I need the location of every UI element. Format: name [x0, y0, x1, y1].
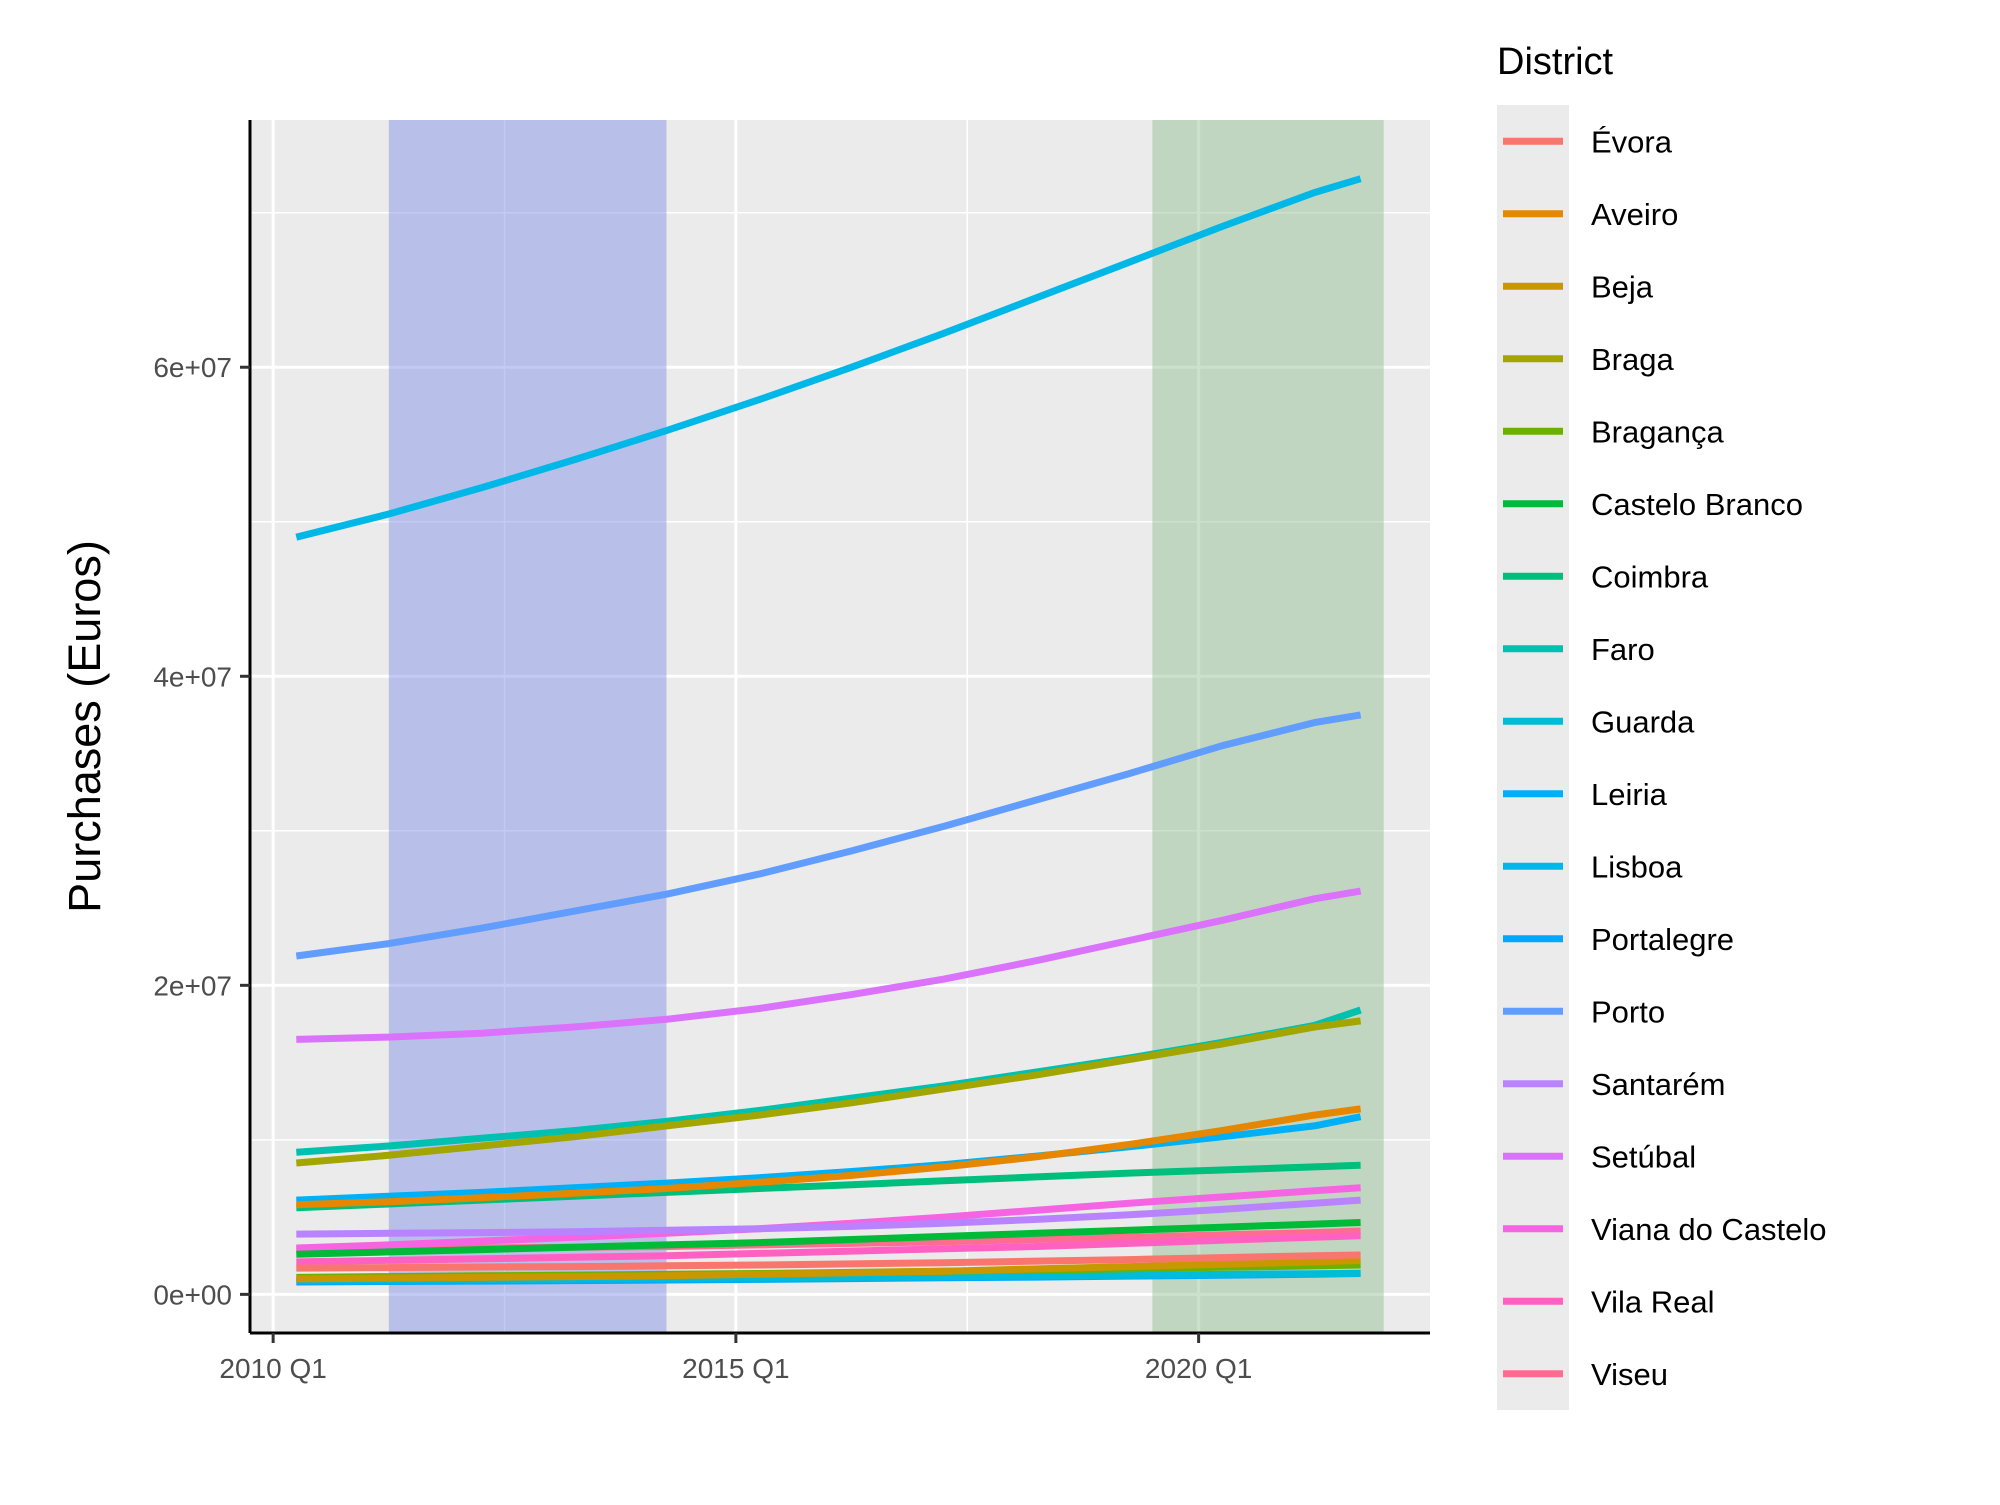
legend-label: Faro [1591, 632, 1655, 667]
legend-label: Castelo Branco [1591, 487, 1803, 522]
series-line [295, 711, 1362, 960]
legend-item: Lisboa [1503, 849, 1683, 884]
series-line [296, 1196, 1361, 1238]
legend-label: Guarda [1591, 704, 1695, 739]
legend-item: Guarda [1503, 704, 1695, 739]
legend-label: Viana do Castelo [1591, 1212, 1827, 1247]
legend-item: Santarém [1503, 1067, 1725, 1102]
legend-key-background [1497, 105, 1569, 1410]
legend-item: Setúbal [1503, 1139, 1696, 1174]
legend-item: Porto [1503, 994, 1665, 1029]
legend: District Évora Aveiro Beja Braga Bragança Cas… [1497, 41, 1827, 1410]
legend-label: Leiria [1591, 777, 1668, 812]
series-lines [295, 175, 1362, 1286]
legend-item: Évora [1503, 124, 1673, 159]
legend-label: Santarém [1591, 1067, 1725, 1102]
legend-label: Setúbal [1591, 1139, 1696, 1174]
series-line [296, 1232, 1361, 1266]
legend-item: Leiria [1503, 777, 1668, 812]
legend-item: Castelo Branco [1503, 487, 1803, 522]
y-tick-label: 2e+07 [153, 970, 232, 1001]
legend-item: Aveiro [1503, 197, 1678, 232]
series-line [296, 1017, 1362, 1167]
shaded-period-rect [1152, 120, 1384, 1333]
legend-label: Viseu [1591, 1357, 1668, 1392]
legend-label: Vila Real [1591, 1284, 1715, 1319]
series-line [296, 1219, 1361, 1258]
legend-items: Évora Aveiro Beja Braga Bragança Castelo Bran… [1503, 124, 1827, 1392]
legend-label: Coimbra [1591, 559, 1709, 594]
legend-label: Évora [1591, 124, 1673, 159]
legend-item: Bragança [1503, 414, 1724, 449]
legend-label: Aveiro [1591, 197, 1678, 232]
series-line [296, 1113, 1362, 1204]
legend-label: Braga [1591, 342, 1674, 377]
series-line [296, 1251, 1361, 1272]
x-tick-label: 2015 Q1 [682, 1353, 789, 1384]
legend-item: Coimbra [1503, 559, 1709, 594]
series-line [295, 175, 1362, 541]
legend-label: Bragança [1591, 414, 1724, 449]
legend-label: Porto [1591, 994, 1665, 1029]
legend-item: Beja [1503, 269, 1654, 304]
x-tick-label: 2020 Q1 [1145, 1353, 1252, 1384]
legend-item: Braga [1503, 342, 1674, 377]
legend-item: Faro [1503, 632, 1655, 667]
y-tick-label: 4e+07 [153, 661, 232, 692]
series-line [296, 1256, 1361, 1283]
y-axis-title: Purchases (Euros) [59, 540, 110, 913]
legend-item: Viseu [1503, 1357, 1668, 1392]
legend-item: Viana do Castelo [1503, 1212, 1827, 1247]
legend-title: District [1497, 41, 1614, 83]
y-tick-label: 6e+07 [153, 352, 232, 383]
series-line [296, 1105, 1362, 1209]
legend-label: Lisboa [1591, 849, 1683, 884]
axes: 2010 Q1 2015 Q1 2020 Q1 0e+00 2e+07 4e+07 6e+0… [153, 120, 1430, 1384]
legend-label: Portalegre [1591, 922, 1734, 957]
legend-label: Beja [1591, 269, 1654, 304]
x-tick-label: 2010 Q1 [219, 1353, 326, 1384]
legend-item: Portalegre [1503, 922, 1734, 957]
legend-item: Vila Real [1503, 1284, 1715, 1319]
series-line [296, 887, 1362, 1043]
y-tick-label: 0e+00 [153, 1279, 232, 1310]
